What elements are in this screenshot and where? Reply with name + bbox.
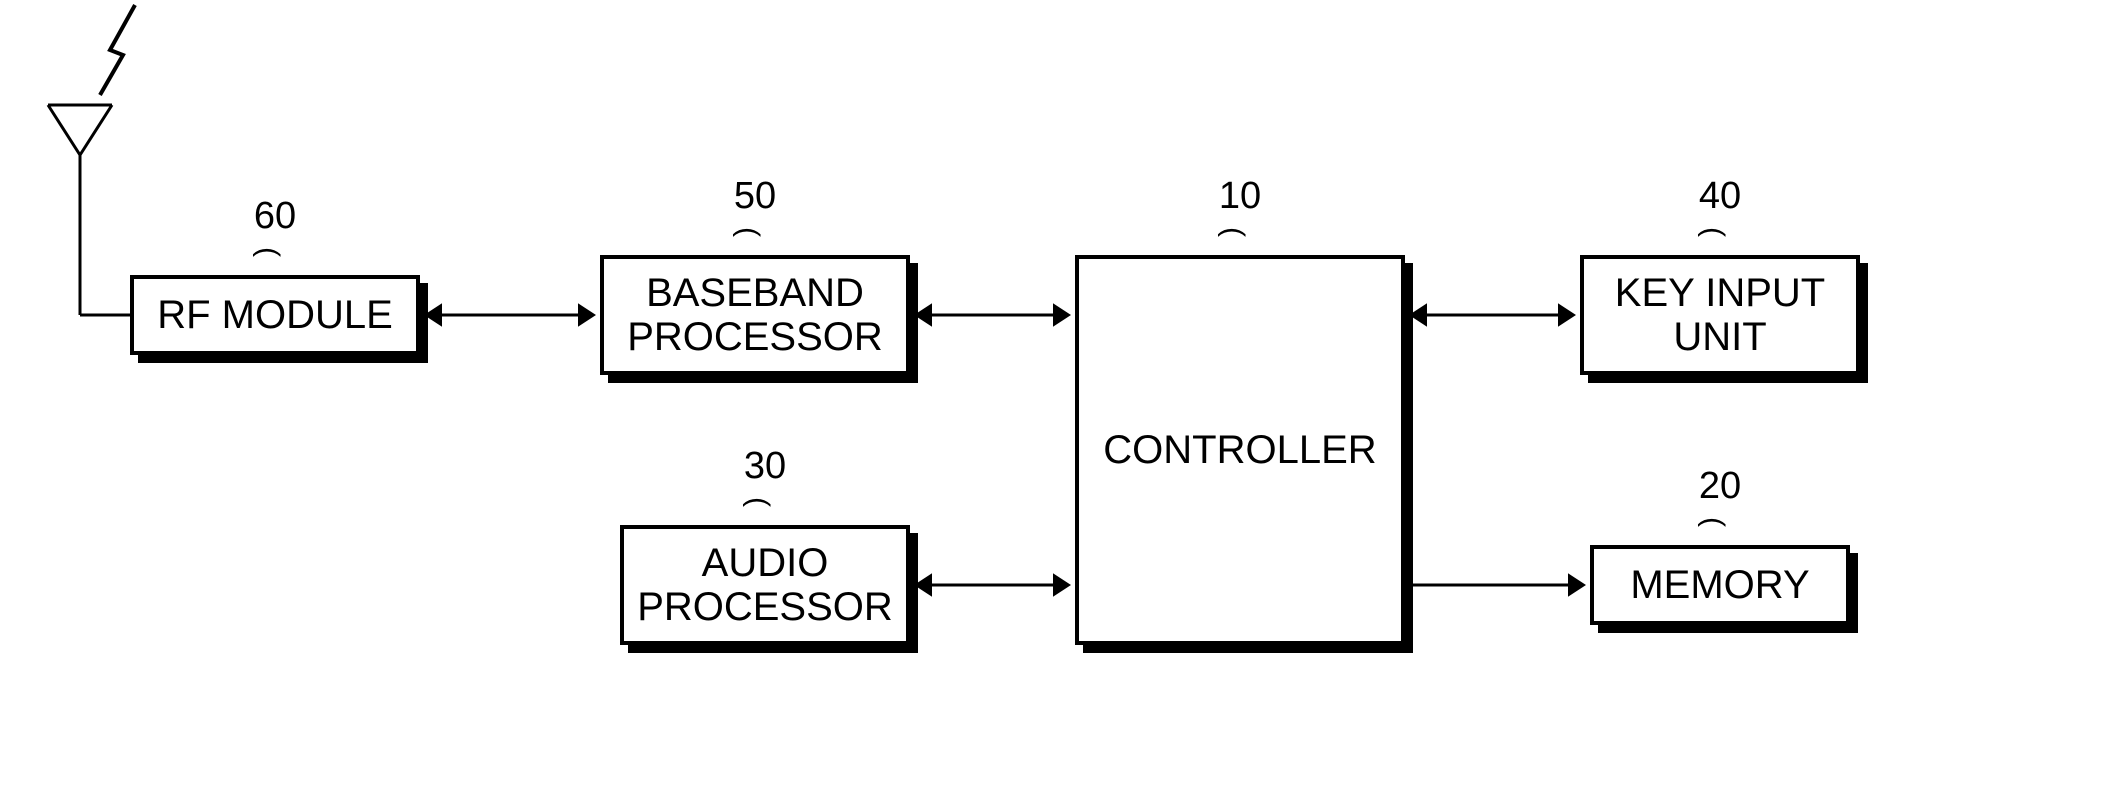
node-rf: RF MODULE [130, 275, 420, 355]
node-ref-keyinput: 40 [1690, 175, 1750, 218]
edge-rf-baseband [424, 303, 596, 326]
antenna-icon [48, 5, 135, 315]
node-ref-tilde-memory: ( [1696, 517, 1730, 527]
node-ref-tilde-rf: ( [251, 247, 285, 257]
node-baseband: BASEBAND PROCESSOR [600, 255, 910, 375]
node-ref-baseband: 50 [725, 175, 785, 218]
node-ref-rf: 60 [245, 195, 305, 238]
edge-baseband-controller [914, 303, 1071, 326]
edge-controller-memory [1409, 573, 1586, 596]
node-ref-tilde-audio: ( [741, 497, 775, 507]
node-ref-tilde-controller: ( [1216, 227, 1250, 237]
edge-controller-keyinput [1409, 303, 1576, 326]
node-ref-tilde-baseband: ( [731, 227, 765, 237]
node-ref-controller: 10 [1210, 175, 1270, 218]
node-keyinput: KEY INPUT UNIT [1580, 255, 1860, 375]
node-audio: AUDIO PROCESSOR [620, 525, 910, 645]
diagram-overlay [0, 0, 2111, 785]
node-ref-tilde-keyinput: ( [1696, 227, 1730, 237]
node-ref-memory: 20 [1690, 465, 1750, 508]
edge-audio-controller [914, 573, 1071, 596]
node-ref-audio: 30 [735, 445, 795, 488]
node-memory: MEMORY [1590, 545, 1850, 625]
node-controller: CONTROLLER [1075, 255, 1405, 645]
